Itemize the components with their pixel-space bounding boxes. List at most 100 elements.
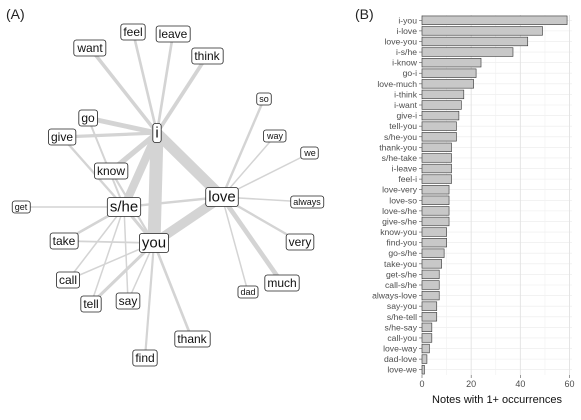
category-label-feel-i: feel-i — [398, 174, 417, 184]
category-label-know-you: know-you — [380, 227, 417, 237]
edge-she-tell — [90, 206, 125, 305]
bar-get-she — [421, 269, 440, 280]
node-we: we — [300, 146, 319, 160]
node-box — [56, 271, 80, 289]
bar-love-she — [421, 206, 450, 216]
node-very: very — [285, 233, 315, 251]
node-box — [263, 129, 287, 143]
node-label: very — [289, 235, 312, 249]
panel-b-label: (B) — [355, 6, 374, 22]
bar-dad-love — [421, 354, 428, 364]
node-say: say — [115, 292, 141, 310]
bar-thank-you — [421, 142, 452, 152]
node-box — [256, 92, 272, 106]
node-thank: thank — [174, 330, 211, 348]
node-find: find — [132, 349, 158, 367]
bar-give-i — [421, 110, 460, 121]
node-give: give — [48, 128, 77, 146]
node-tell: tell — [80, 295, 102, 313]
edge-find-you — [143, 242, 156, 359]
node-box — [78, 109, 98, 127]
bar-i-love — [421, 26, 543, 36]
node-label: dad — [240, 287, 255, 297]
bar-love-much — [421, 79, 474, 89]
category-label-thank-you: thank-you — [379, 142, 417, 152]
bar-feel-i — [421, 174, 452, 184]
edge-go-she — [87, 117, 125, 208]
node-box — [285, 233, 315, 251]
edge-give-she — [61, 136, 125, 208]
node-label: i — [155, 125, 158, 142]
node-box — [94, 162, 129, 180]
category-label-dad-love: dad-love — [384, 354, 417, 364]
node-so: so — [256, 92, 272, 106]
edge-love-so — [220, 98, 266, 198]
node-go: go — [78, 109, 98, 127]
node-label: tell — [83, 297, 98, 311]
node-box — [80, 295, 102, 313]
category-label-always-love: always-love — [372, 291, 417, 301]
node-label: want — [76, 41, 103, 55]
category-label-love-very: love-very — [382, 185, 418, 195]
node-label: leave — [159, 27, 188, 41]
category-label-she-you: s/he-you — [384, 132, 417, 142]
bar-she-take — [421, 153, 452, 163]
x-tick-label: 20 — [466, 379, 476, 389]
bar-panel: (B) i-you i-love love-you i-s/he i-know go-i l… — [345, 0, 581, 415]
category-label-i-know: i-know — [392, 58, 418, 68]
bars — [421, 15, 568, 375]
edge-love-much — [220, 195, 284, 285]
edge-love-way — [221, 135, 276, 198]
node-box — [264, 274, 300, 292]
edge-feel-i — [131, 31, 159, 134]
edge-thank-you — [152, 242, 194, 340]
edge-i-love — [153, 129, 226, 201]
x-tick-label: 60 — [565, 379, 575, 389]
category-label-she-take: s/he-take — [382, 153, 418, 163]
node-label: thank — [177, 332, 207, 346]
node-take: take — [49, 232, 79, 250]
edge-i-think — [155, 54, 209, 135]
category-label-love-much: love-much — [377, 79, 417, 89]
node-label: love — [208, 189, 236, 206]
bar-go-she — [421, 248, 445, 258]
edge-call-she — [67, 206, 125, 281]
bar-call-she — [421, 280, 440, 290]
bar-i-know — [421, 58, 482, 68]
bar-love-we — [421, 365, 425, 375]
category-label-she-tell: s/he-tell — [387, 312, 417, 322]
category-label-find-you: find-you — [386, 238, 417, 248]
node-feel: feel — [120, 23, 146, 41]
node-box — [132, 349, 158, 367]
category-label-i-she: i-s/he — [396, 47, 417, 57]
node-way: way — [263, 129, 287, 143]
category-label-love-she: love-s/he — [382, 206, 417, 216]
category-label-i-you: i-you — [398, 15, 417, 25]
bar-love-you — [421, 36, 529, 47]
node-box — [115, 292, 141, 310]
bar-love-way — [421, 343, 430, 354]
node-box — [139, 233, 169, 253]
node-love: love — [205, 187, 239, 207]
edge-tell-you — [89, 241, 156, 306]
node-label: call — [59, 273, 77, 287]
bar-know-you — [421, 227, 447, 237]
node-leave: leave — [155, 25, 191, 43]
category-label-go-i: go-i — [403, 68, 417, 78]
node-label: give — [51, 130, 73, 144]
edge-she-say — [123, 206, 129, 302]
network-panel: (A) i love you s/he feel leave want think go give… — [6, 6, 325, 367]
node-box — [174, 330, 211, 348]
node-box — [290, 195, 325, 209]
category-label-go-she: go-s/he — [388, 248, 417, 258]
category-label-give-she: give-s/he — [382, 216, 417, 226]
bar-i-she — [421, 47, 514, 57]
x-axis-title: Notes with 1+ occurrences — [432, 394, 562, 406]
bar-go-i — [421, 68, 477, 78]
node-you: you — [139, 233, 169, 253]
node-label: find — [135, 351, 154, 365]
node-box — [120, 23, 146, 41]
node-box — [11, 200, 31, 214]
